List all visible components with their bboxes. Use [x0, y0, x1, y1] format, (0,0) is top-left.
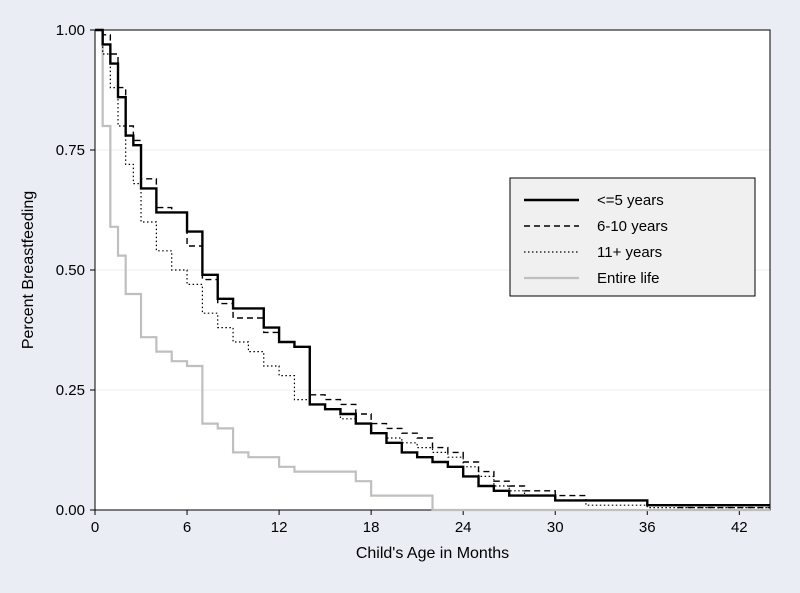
legend-label: <=5 years	[597, 192, 664, 209]
y-tick-label: 0.00	[56, 502, 85, 519]
x-tick-label: 36	[639, 519, 656, 536]
y-axis-title: Percent Breastfeeding	[20, 191, 37, 349]
chart-outer: 0.00 0.25 0.50 0.75 1.00 0 6 12 18 24 30 36 42 Child'…	[0, 0, 800, 588]
y-tick-label: 0.75	[56, 142, 85, 159]
legend-label: 11+ years	[597, 244, 662, 261]
y-tick-label: 1.00	[56, 22, 85, 39]
legend-label: 6-10 years	[597, 218, 668, 235]
x-tick-label: 42	[731, 519, 748, 536]
legend-label: Entire life	[597, 270, 660, 287]
x-tick-label: 0	[91, 519, 99, 536]
y-tick-label: 0.25	[56, 382, 85, 399]
survival-chart-svg: 0.00 0.25 0.50 0.75 1.00 0 6 12 18 24 30 36 42 Child'…	[0, 0, 800, 588]
x-tick-label: 6	[183, 519, 191, 536]
x-tick-label: 30	[547, 519, 564, 536]
x-tick-label: 12	[271, 519, 288, 536]
x-tick-label: 18	[363, 519, 380, 536]
y-tick-label: 0.50	[56, 262, 85, 279]
x-tick-label: 24	[455, 519, 472, 536]
x-axis-title: Child's Age in Months	[356, 545, 509, 562]
